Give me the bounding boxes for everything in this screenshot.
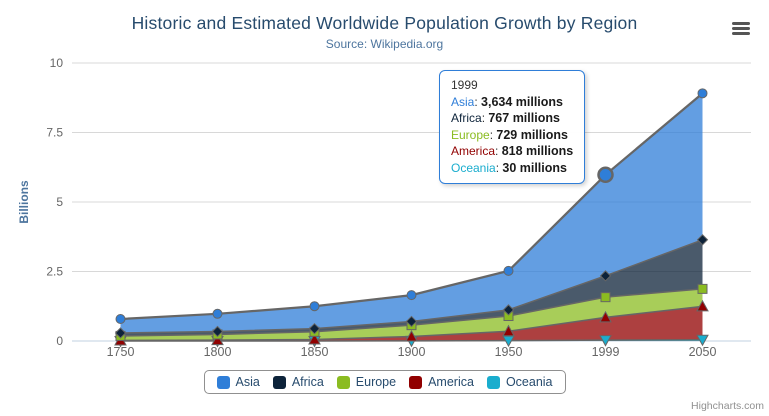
area-asia[interactable] (120, 93, 703, 333)
chart-subtitle: Source: Wikipedia.org (325, 37, 444, 51)
tooltip-series-name: Oceania (451, 160, 496, 175)
marker-oceania-1999[interactable] (599, 335, 612, 347)
x-tick-label-1950: 1950 (495, 345, 523, 359)
tooltip-series-value: 3,634 millions (481, 94, 563, 109)
tooltip: 1999 Asia: 3,634 millions Africa: 767 mil… (439, 70, 586, 184)
tooltip-row-europe: Europe: 729 millions (451, 127, 568, 142)
legend-label: Africa (291, 375, 324, 389)
credits-link[interactable]: Highcharts.com (691, 400, 764, 412)
y-axis-title: Billions (17, 180, 31, 224)
area-africa[interactable] (120, 239, 703, 336)
marker-africa-1999[interactable] (599, 270, 612, 282)
tooltip-series-value: 818 millions (501, 144, 574, 158)
marker-america-1999[interactable] (599, 310, 612, 323)
legend-swatch-africa (272, 375, 286, 389)
hamburger-icon (732, 32, 750, 35)
tooltip-header: 1999 (451, 78, 478, 92)
x-tick-label-1900: 1900 (398, 345, 426, 359)
marker-america-1950[interactable] (502, 324, 515, 337)
y-tick-label: 7.5 (46, 126, 63, 140)
x-tick-label-1999: 1999 (592, 345, 620, 359)
marker-africa-1750[interactable] (114, 327, 127, 339)
marker-europe-1999[interactable] (600, 292, 611, 303)
tooltip-row-america: America: 818 millions (451, 144, 574, 158)
area-america[interactable] (120, 306, 703, 341)
marker-africa-2050[interactable] (696, 234, 709, 246)
tooltip-series-name: America (451, 144, 496, 158)
legend-swatch-america (409, 375, 423, 389)
legend-swatch-asia (216, 375, 230, 389)
marker-africa-1850[interactable] (308, 322, 321, 335)
marker-oceania-2050[interactable] (696, 334, 709, 347)
legend: Asia Africa Europe America Oceania (203, 370, 566, 394)
y-tick-label: 2.5 (46, 265, 63, 279)
legend-item-oceania[interactable]: Oceania (486, 375, 553, 389)
marker-america-1900[interactable] (405, 329, 418, 342)
tooltip-series-name: Asia (451, 94, 475, 109)
export-menu-button[interactable] (732, 22, 750, 35)
hamburger-icon (732, 22, 750, 25)
legend-item-europe[interactable]: Europe (336, 375, 397, 389)
tooltip-series-value: 729 millions (496, 127, 568, 142)
marker-america-2050[interactable] (696, 299, 709, 312)
legend-item-asia[interactable]: Asia (216, 375, 260, 389)
legend-label: Oceania (505, 375, 553, 389)
marker-asia-1800[interactable] (212, 308, 223, 319)
tooltip-series-value: 767 millions (488, 111, 560, 125)
marker-africa-1950[interactable] (502, 304, 515, 316)
legend-swatch-oceania (486, 375, 500, 389)
hamburger-icon (732, 27, 750, 30)
legend-swatch-europe (336, 375, 350, 389)
legend-item-america[interactable]: America (409, 375, 474, 389)
x-tick-label-1850: 1850 (301, 345, 329, 359)
legend-label: America (428, 375, 474, 389)
tooltip-series-name: Europe (451, 127, 490, 142)
tooltip-rows: Asia: 3,634 millions Africa: 767 millions… (451, 94, 573, 177)
marker-africa-1800[interactable] (211, 325, 224, 338)
y-tick-label: 0 (56, 334, 63, 348)
marker-asia-1850[interactable] (309, 301, 320, 312)
tooltip-series-name: Africa (451, 111, 482, 125)
y-tick-label: 5 (56, 195, 63, 209)
marker-asia-2050[interactable] (697, 88, 708, 99)
tooltip-series-value: 30 millions (502, 160, 567, 175)
legend-label: Europe (355, 375, 397, 389)
x-tick-label-2050: 2050 (689, 345, 717, 359)
x-tick-label-1750: 1750 (107, 345, 135, 359)
x-tick-label-1800: 1800 (204, 345, 232, 359)
tooltip-row-oceania: Oceania: 30 millions (451, 160, 567, 175)
marker-asia-1900[interactable] (406, 290, 417, 301)
marker-america-1850[interactable] (308, 332, 321, 345)
legend-item-africa[interactable]: Africa (272, 375, 324, 389)
marker-asia-1750[interactable] (115, 314, 126, 325)
tooltip-row-asia: Asia: 3,634 millions (451, 94, 563, 109)
marker-europe-2050[interactable] (697, 283, 708, 294)
marker-asia-1950[interactable] (503, 265, 514, 276)
legend-label: Asia (235, 375, 260, 389)
marker-africa-1900[interactable] (405, 315, 418, 328)
marker-america-1800[interactable] (211, 333, 224, 346)
y-tick-label: 10 (50, 56, 64, 70)
chart-title: Historic and Estimated Worldwide Populat… (131, 13, 638, 33)
marker-asia-1999[interactable] (597, 166, 614, 184)
tooltip-row-africa: Africa: 767 millions (451, 111, 560, 125)
